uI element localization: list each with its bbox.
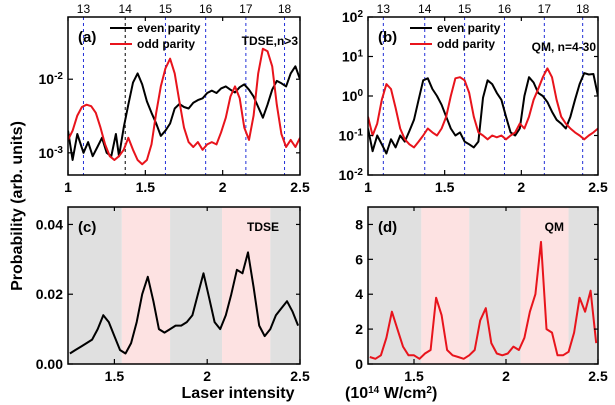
panel-a-top-tick-13: 13 xyxy=(77,2,91,16)
panel-b-legend-label-0: even parity xyxy=(437,21,501,35)
panel-a: 13 14 15 16 17 181 1.5 2 2.510-310-2(a)even pari… xyxy=(39,2,310,195)
panel-b-x-tick-label: 2.5 xyxy=(588,179,608,195)
panel-c-band-4 xyxy=(270,207,300,364)
panel-b-annotation: QM, n=4-30 xyxy=(532,40,597,54)
x-axis-unit-close: ) xyxy=(432,385,437,402)
panel-a-top-tick-14: 14 xyxy=(119,2,133,16)
panel-c-x-tick-label: 2.5 xyxy=(290,368,310,384)
panel-d-y-tick-label: 0 xyxy=(355,356,363,372)
panel-c-x-tick-label: 1.5 xyxy=(105,368,125,384)
panel-a-series-even-parity-line xyxy=(68,65,300,161)
panel-a-x-tick-label: 2 xyxy=(219,179,227,195)
x-axis-unit-exponent: 14 xyxy=(368,385,380,396)
panel-c-y-tick-label: 0.02 xyxy=(36,286,63,302)
panel-d: 1.5 2 2.5 0 2 4 6 8 (d) QM xyxy=(355,206,608,384)
panel-d-series-0-line xyxy=(369,240,598,360)
panel-b-series-odd-parity-line xyxy=(368,67,598,149)
panel-a-y-tick-base: 10 xyxy=(39,145,55,161)
panel-c-band-3 xyxy=(222,207,271,364)
panel-b-y-tick-base: 10 xyxy=(342,88,358,104)
panel-b-x-tick-label: 2 xyxy=(517,179,525,195)
panel-c-label: (c) xyxy=(78,219,96,236)
panel-b-y-tick-exponent: -1 xyxy=(354,127,363,138)
panel-b-top-tick-15: 15 xyxy=(458,2,472,16)
panel-c-x-tick-label: 2 xyxy=(203,368,211,384)
panel-a-frame xyxy=(67,16,301,176)
panel-a-top-tick-17: 17 xyxy=(239,2,253,16)
panel-a-series-odd-parity-line xyxy=(68,47,300,166)
panel-c-band-2 xyxy=(170,207,223,364)
panel-b-y-tick-exponent: -2 xyxy=(354,167,363,178)
x-axis-unit-body: W/cm xyxy=(379,385,426,402)
panels: 13 14 15 16 17 181 1.5 2 2.510-310-2(a)even pari… xyxy=(36,2,608,384)
panel-b-y-tick-label: 10-2 xyxy=(339,167,364,184)
panel-c-frame xyxy=(67,206,301,365)
panel-b-y-tick-label: 102 xyxy=(342,9,364,26)
panel-b-top-tick-13: 13 xyxy=(377,2,391,16)
panel-b-y-tick-exponent: 1 xyxy=(357,48,363,59)
panel-b-top-tick-17: 17 xyxy=(538,2,552,16)
panel-b-y-tick-exponent: 0 xyxy=(357,88,363,99)
panel-d-y-tick-label: 2 xyxy=(355,321,363,337)
panel-d-band-0 xyxy=(368,207,422,364)
panel-b-top-tick-16: 16 xyxy=(498,2,512,16)
panel-d-frame xyxy=(367,206,599,365)
y-axis-label: Probability (arb. units) xyxy=(9,121,26,291)
panel-b-y-tick-label: 10-1 xyxy=(339,127,364,144)
x-axis-unit-body-exponent: 2 xyxy=(426,385,432,396)
panel-a-x-tick-label: 2.5 xyxy=(290,179,310,195)
panel-b-label: (b) xyxy=(378,29,397,46)
panel-a-x-tick-label: 1 xyxy=(64,179,72,195)
panel-c-series-0-line xyxy=(69,251,300,355)
panel-d-x-tick-label: 2 xyxy=(502,368,510,384)
panel-d-y-tick-label: 8 xyxy=(355,216,363,232)
panel-a-top-tick-15: 15 xyxy=(159,2,173,16)
panel-a-annotation: TDSE,n>3 xyxy=(242,34,299,48)
panel-b-top-tick-14: 14 xyxy=(418,2,432,16)
panel-b-x-tick-label: 1.5 xyxy=(435,179,455,195)
panel-a-label: (a) xyxy=(78,29,96,46)
panel-d-annotation: QM xyxy=(545,220,564,234)
panel-b-y-tick-base: 10 xyxy=(342,49,358,65)
panel-a-legend-label-1: odd parity xyxy=(137,37,195,51)
panel-a-legend-label-0: even parity xyxy=(137,21,201,35)
panel-b-y-tick-base: 10 xyxy=(339,167,355,183)
panel-a-y-tick-exponent: -3 xyxy=(54,144,63,155)
panel-a-x-tick-label: 1.5 xyxy=(136,179,156,195)
panel-c-annotation: TDSE xyxy=(247,220,279,234)
panel-a-y-tick-label: 10-3 xyxy=(39,144,64,161)
panel-d-y-tick-label: 6 xyxy=(355,251,363,267)
panel-b-x-tick-label: 1 xyxy=(364,179,372,195)
x-axis-label-left: Laser intensity xyxy=(182,385,295,402)
panel-b-y-tick-label: 101 xyxy=(342,48,364,65)
panel-b-y-tick-exponent: 2 xyxy=(357,9,363,20)
panel-c-band-0 xyxy=(68,207,122,364)
panel-d-y-tick-label: 4 xyxy=(355,286,363,302)
panel-b-y-tick-base: 10 xyxy=(342,9,358,25)
panel-a-y-tick-base: 10 xyxy=(39,71,55,87)
panel-d-x-tick-label: 1.5 xyxy=(404,368,424,384)
panel-a-y-tick-label: 10-2 xyxy=(39,71,64,88)
panel-a-top-tick-16: 16 xyxy=(199,2,213,16)
panel-d-x-tick-label: 2.5 xyxy=(588,368,608,384)
panel-d-band-4 xyxy=(568,207,598,364)
panel-c-y-tick-label: 0.00 xyxy=(36,356,63,372)
panel-b-top-tick-18: 18 xyxy=(576,2,590,16)
panel-a-y-tick-exponent: -2 xyxy=(54,71,63,82)
panel-c: 1.5 2 2.5 0.00 0.02 0.04 (c) TDSE xyxy=(36,206,310,384)
panel-d-label: (d) xyxy=(378,219,397,236)
x-axis-label-right: (1014 W/cm2) xyxy=(345,385,437,403)
x-axis-unit-prefix: (10 xyxy=(345,385,368,402)
panel-a-top-tick-18: 18 xyxy=(278,2,292,16)
panel-b-legend-label-1: odd parity xyxy=(437,37,495,51)
panel-b-y-tick-base: 10 xyxy=(339,128,355,144)
panel-b: 13 14 15 16 17 181 1.5 2 2.510-210-1100101102(b)… xyxy=(339,2,608,195)
panel-b-series-even-parity-line xyxy=(368,72,598,155)
panel-b-y-tick-label: 100 xyxy=(342,88,364,105)
panel-c-y-tick-label: 0.04 xyxy=(36,216,63,232)
